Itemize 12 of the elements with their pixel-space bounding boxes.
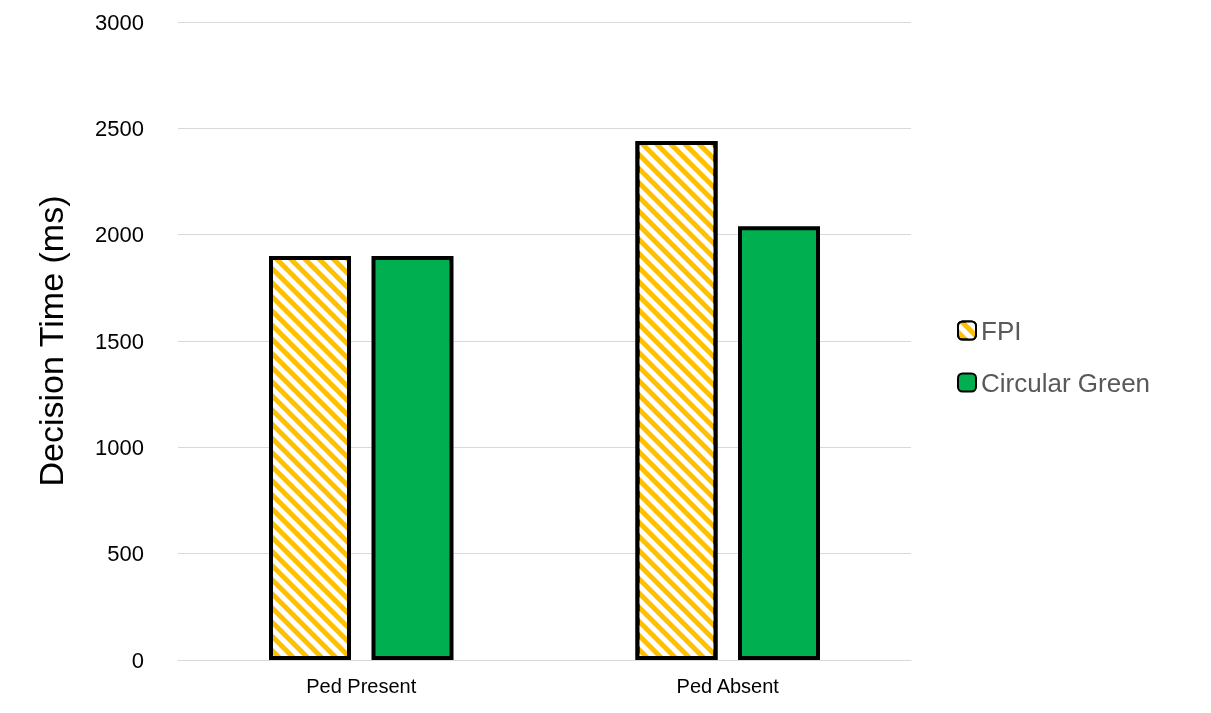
legend-label: FPI (981, 315, 1022, 346)
x-tick-label: Ped Absent (676, 675, 780, 697)
y-tick-label: 1000 (95, 434, 144, 460)
y-tick-label: 2000 (95, 222, 144, 248)
y-axis-title: Decision Time (ms) (32, 195, 70, 487)
y-tick-label: 2500 (95, 115, 144, 141)
y-tick-label: 500 (107, 541, 144, 567)
y-tick-label: 0 (131, 647, 144, 673)
legend-label: Circular Green (981, 367, 1151, 398)
x-tick-label: Ped Present (306, 675, 417, 697)
y-tick-label: 3000 (95, 9, 144, 35)
y-tick-label: 1500 (95, 328, 144, 354)
